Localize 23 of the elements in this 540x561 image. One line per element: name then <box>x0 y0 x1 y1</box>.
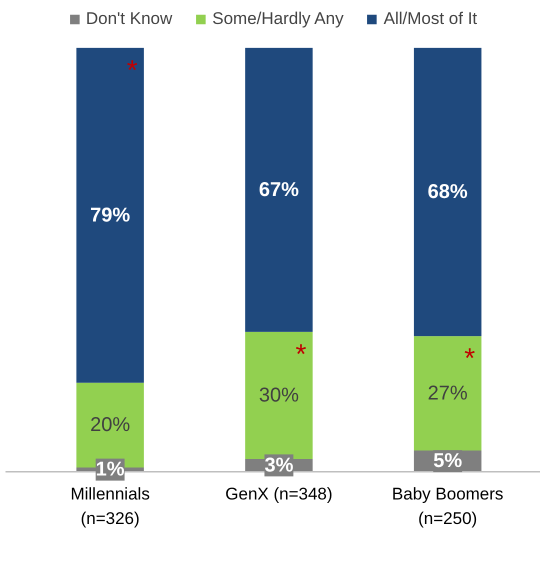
data-label: 5% <box>433 450 462 472</box>
annotation: * <box>464 342 476 374</box>
bar <box>245 48 313 332</box>
bar <box>414 336 482 451</box>
data-label: 79% <box>90 204 130 226</box>
annotation: * <box>126 54 138 86</box>
x-tick-label: Millennials (n=326) <box>70 484 150 528</box>
data-label: 27% <box>428 382 468 404</box>
legend-label: Some/Hardly Any <box>212 9 344 29</box>
annotation: * <box>295 338 306 370</box>
bar <box>245 332 313 460</box>
data-label: 1% <box>96 458 125 481</box>
data-label: 68% <box>428 180 468 203</box>
data-label: 20% <box>90 414 130 436</box>
data-label: 30% <box>258 384 300 406</box>
data-label: 3% <box>264 454 294 476</box>
legend-label: All/Most of It <box>384 9 478 29</box>
bar <box>414 48 482 336</box>
legend-label: Don't Know <box>86 9 172 29</box>
bar <box>76 48 144 383</box>
x-tick-label: Baby Boomers (n=250) <box>392 484 504 528</box>
x-tick-label: GenX (n=348) <box>225 484 333 504</box>
data-label: 67% <box>258 178 300 201</box>
